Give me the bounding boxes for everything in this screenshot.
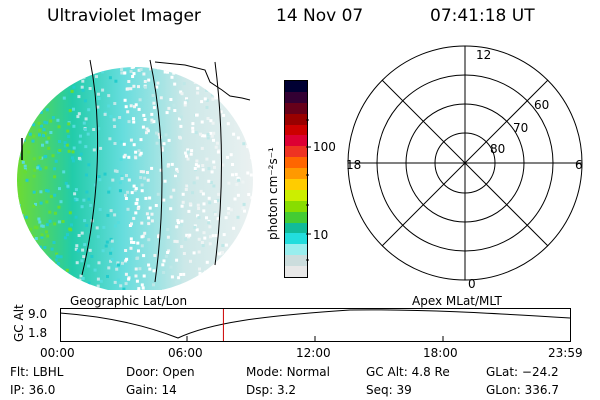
color-bar-swatch [285, 211, 307, 223]
status-seq: Seq: 39 [366, 383, 412, 397]
coastline [154, 61, 251, 101]
color-bar-swatch [285, 157, 307, 169]
color-bar-swatch [285, 81, 307, 92]
altitude-timeline [60, 308, 571, 342]
instrument-title: Ultraviolet Imager [47, 6, 201, 26]
mlt-label-bottom: 0 [468, 277, 476, 291]
diagonal-line [381, 79, 549, 247]
color-bar-swatch [285, 91, 307, 103]
color-bar-swatch [285, 233, 307, 245]
colorbar-tick-100: 100 [313, 140, 336, 154]
color-bar-swatch [285, 266, 307, 278]
color-bar-ticks [306, 119, 311, 261]
color-bar-swatch [285, 179, 307, 190]
color-bar-swatch [285, 222, 307, 234]
color-bar-swatch [285, 146, 307, 158]
x-tick-2359: 23:59 [548, 346, 583, 360]
color-bar-swatch [285, 255, 307, 267]
longitude-line [214, 61, 222, 266]
mlt-label-left: 18 [346, 158, 361, 172]
lat-label-80: 80 [490, 142, 505, 156]
time-label: 07:41:18 UT [430, 6, 535, 26]
color-bar-swatch [285, 113, 307, 125]
x-tick-1800: 18:00 [423, 346, 458, 360]
x-tick-1200: 12:00 [296, 346, 331, 360]
altitude-curve [60, 309, 571, 339]
status-mode: Mode: Normal [246, 365, 330, 379]
color-bar-swatch [285, 189, 307, 201]
status-glon: GLon: 336.7 [486, 383, 559, 397]
status-flt: Flt: LBHL [10, 365, 64, 379]
y-tick-9: 9.0 [28, 307, 48, 321]
color-bar-swatch [285, 168, 307, 180]
status-glat: GLat: −24.2 [486, 365, 559, 379]
geographic-image [17, 59, 253, 290]
polar-mlt-plot: 12 18 6 0 60 70 80 [346, 45, 583, 291]
color-bar-swatch [285, 102, 307, 114]
color-bar [284, 80, 308, 278]
status-gain: Gain: 14 [126, 383, 177, 397]
longitude-line [149, 59, 163, 283]
timeline-right-title: Apex MLat/MLT [412, 294, 502, 308]
lat-label-60: 60 [534, 98, 549, 112]
color-bar-swatch [285, 244, 307, 256]
status-dsp: Dsp: 3.2 [246, 383, 297, 397]
x-tick-0000: 00:00 [40, 346, 75, 360]
y-tick-1-8: 1.8 [28, 326, 48, 340]
date-label: 14 Nov 07 [276, 6, 364, 26]
lat-label-70: 70 [513, 121, 528, 135]
color-bar-swatch [285, 124, 307, 136]
longitude-line [81, 59, 99, 276]
mlt-label-top: 12 [476, 48, 491, 62]
y-axis-label: GC Alt [12, 304, 26, 342]
color-bar-swatch [285, 200, 307, 212]
status-gc-alt: GC Alt: 4.8 Re [366, 365, 450, 379]
color-bar-swatch [285, 135, 307, 147]
mlt-label-right: 6 [575, 158, 583, 172]
x-tick-0600: 06:00 [168, 346, 203, 360]
status-ip: IP: 36.0 [10, 383, 56, 397]
status-door: Door: Open [126, 365, 195, 379]
colorbar-tick-10: 10 [313, 228, 329, 242]
colorbar-unit-label: photon cm⁻²s⁻¹ [266, 147, 280, 240]
timeline-left-title: Geographic Lat/Lon [70, 294, 188, 308]
